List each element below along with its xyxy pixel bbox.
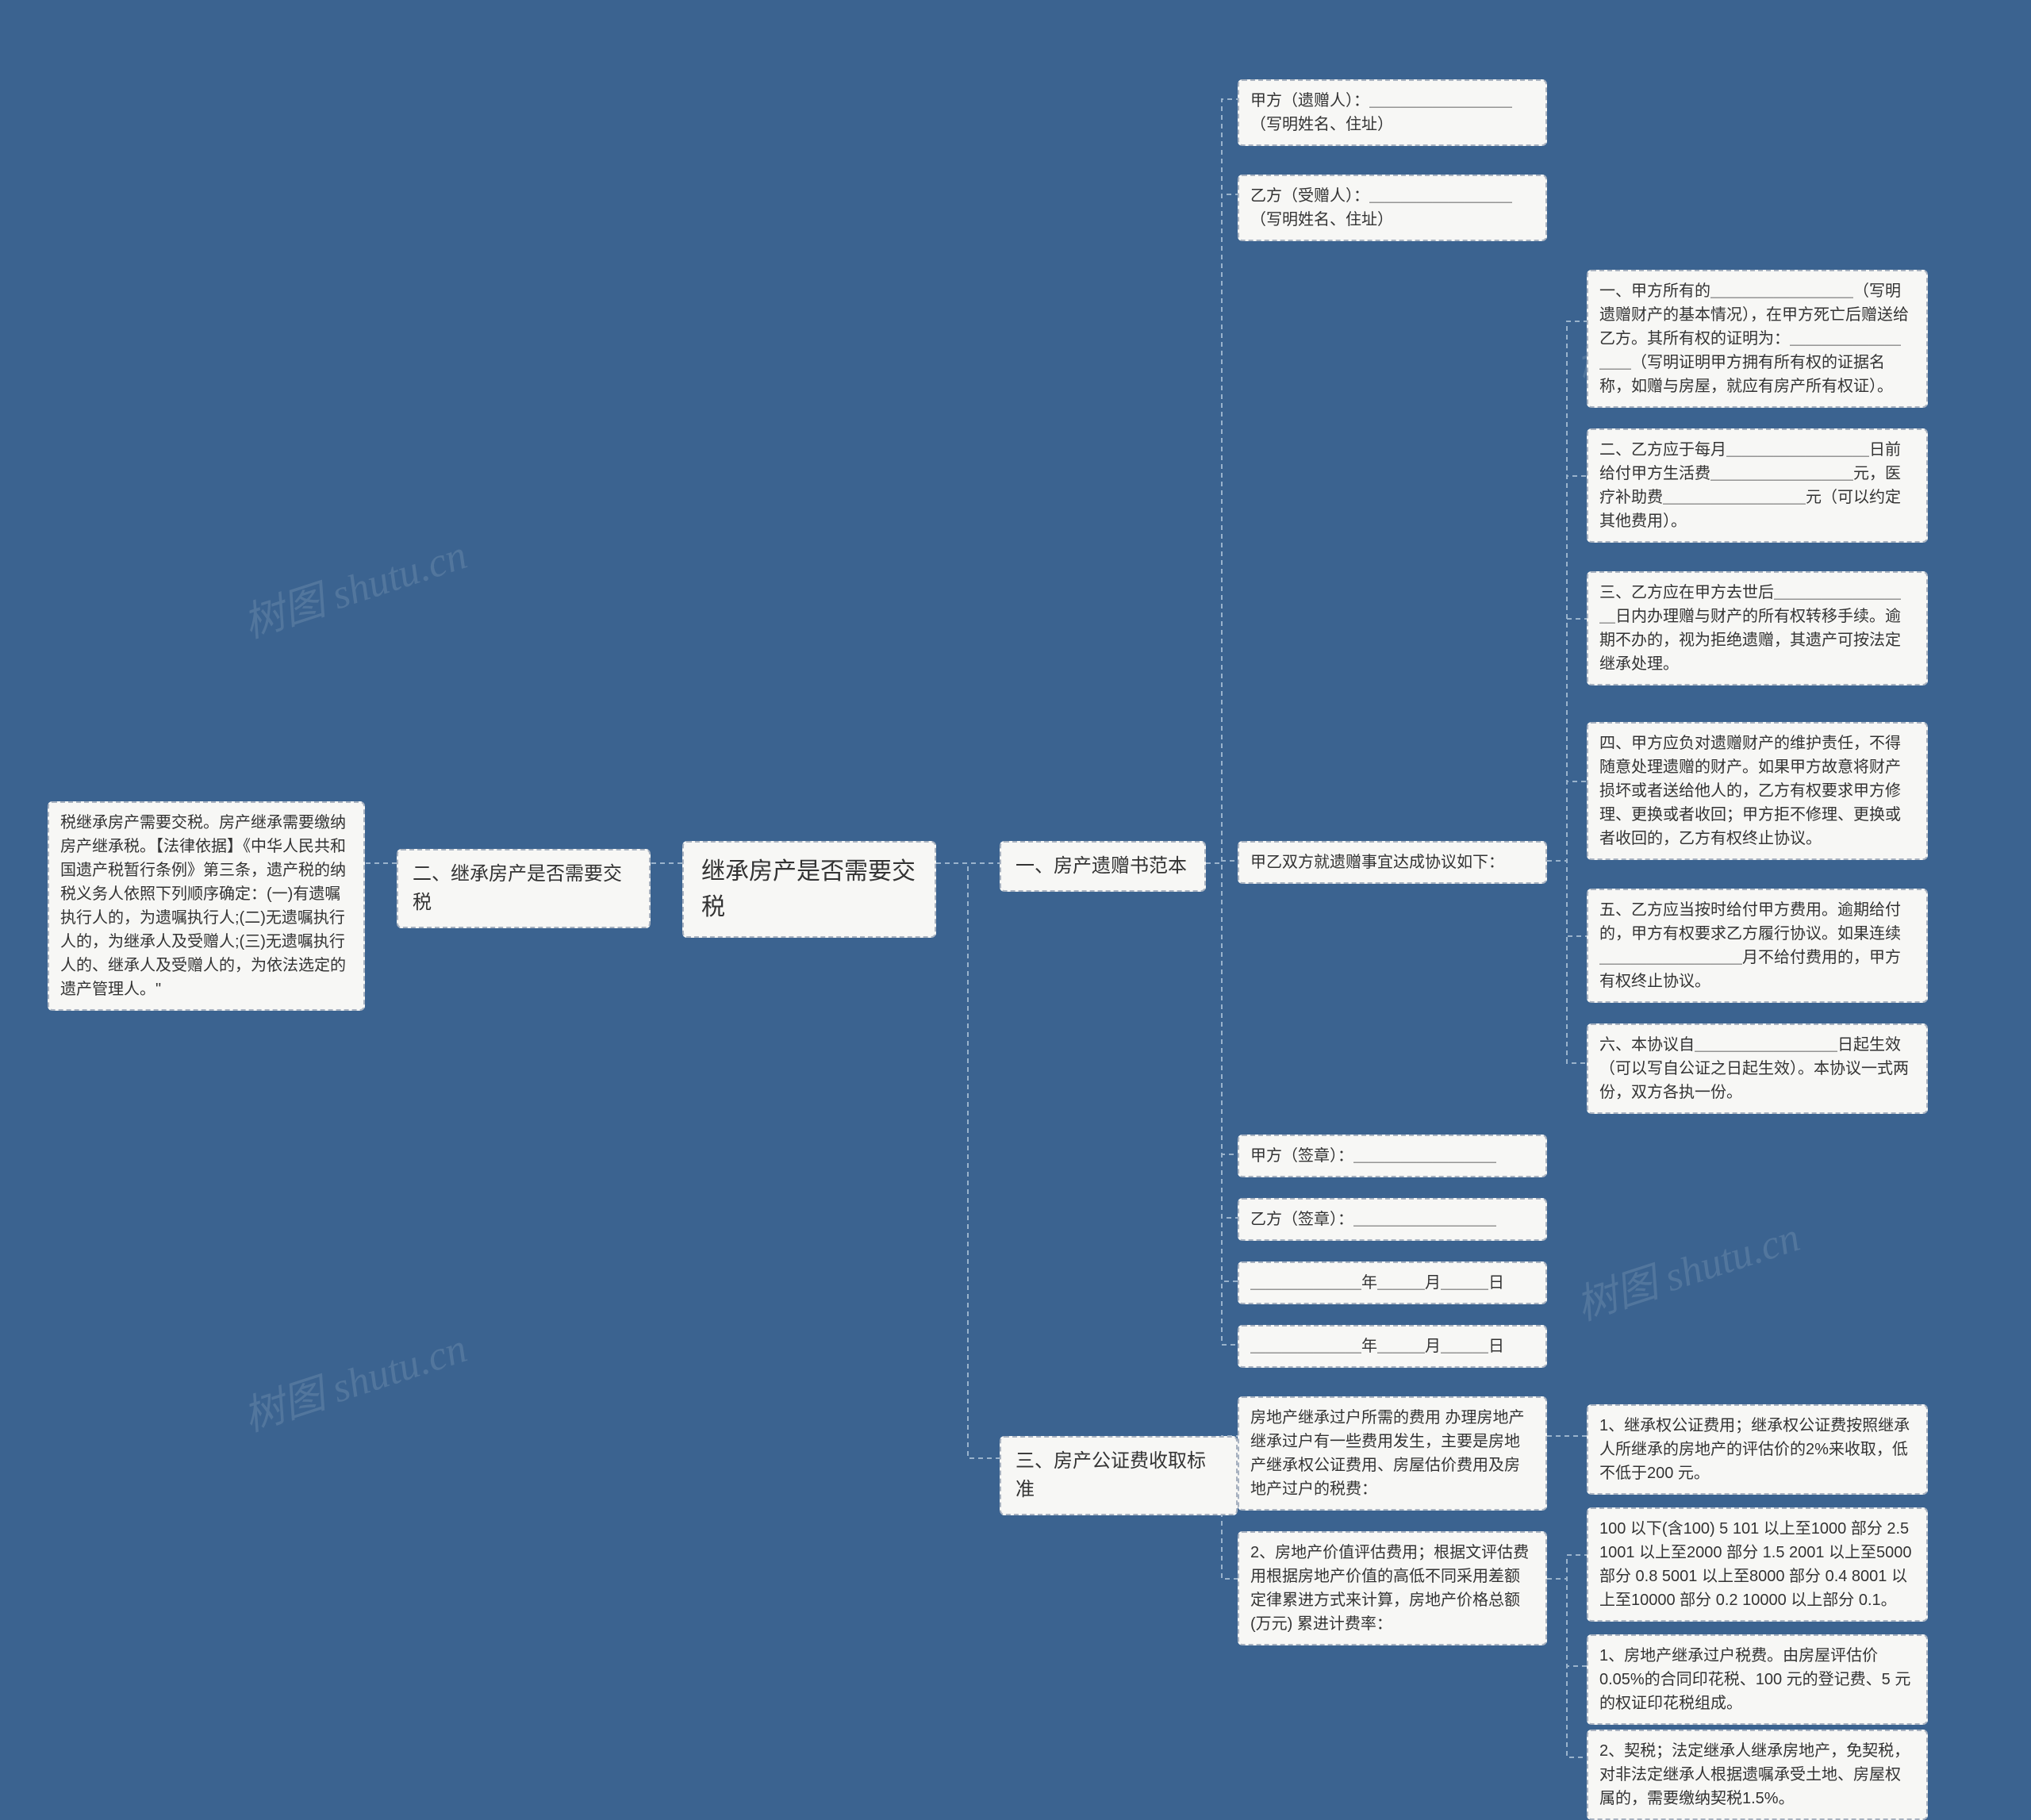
- watermark: 树图 shutu.cn: [1568, 1204, 1806, 1331]
- b3-item-b: 2、房地产价值评估费用；根据文评估费用根据房地产价值的高低不同采用差额定律累进方…: [1238, 1531, 1547, 1645]
- b1-item-c3: 三、乙方应在甲方去世后＿＿＿＿＿＿＿＿＿日内办理赠与财产的所有权转移手续。逾期不…: [1587, 571, 1928, 685]
- branch-1[interactable]: 一、房产遗赠书范本: [1000, 841, 1206, 892]
- b3-item-a1: 1、继承权公证费用；继承权公证费按照继承人所继承的房地产的评估价的2%来收取，低…: [1587, 1404, 1928, 1495]
- b3-item-b1: 100 以下(含100) 5 101 以上至1000 部分 2.5 1001 以…: [1587, 1507, 1928, 1622]
- b1-item-f: ＿＿＿＿＿＿＿年＿＿＿月＿＿＿日: [1238, 1261, 1547, 1304]
- b1-item-d: 甲方（签章）：＿＿＿＿＿＿＿＿＿: [1238, 1135, 1547, 1177]
- watermark: 树图 shutu.cn: [235, 521, 474, 649]
- b1-item-a: 甲方（遗赠人）：＿＿＿＿＿＿＿＿＿（写明姓名、住址）: [1238, 79, 1547, 146]
- b3-item-a: 房地产继承过户所需的费用 办理房地产继承过户有一些费用发生，主要是房地产继承权公…: [1238, 1396, 1547, 1511]
- b1-item-b: 乙方（受赠人）：＿＿＿＿＿＿＿＿＿（写明姓名、住址）: [1238, 175, 1547, 241]
- branch-2[interactable]: 二、继承房产是否需要交税: [397, 849, 651, 928]
- branch-3[interactable]: 三、房产公证费收取标准: [1000, 1436, 1238, 1515]
- b1-item-c1: 一、甲方所有的＿＿＿＿＿＿＿＿＿（写明遗赠财产的基本情况），在甲方死亡后赠送给乙…: [1587, 270, 1928, 408]
- b1-item-g: ＿＿＿＿＿＿＿年＿＿＿月＿＿＿日: [1238, 1325, 1547, 1368]
- b1-item-c6: 六、本协议自＿＿＿＿＿＿＿＿＿日起生效（可以写自公证之日起生效）。本协议一式两份…: [1587, 1023, 1928, 1114]
- b3-item-b2: 1、房地产继承过户税费。由房屋评估价0.05%的合同印花税、100 元的登记费、…: [1587, 1634, 1928, 1725]
- b1-item-c4: 四、甲方应负对遗赠财产的维护责任，不得随意处理遗赠的财产。如果甲方故意将财产损坏…: [1587, 722, 1928, 860]
- b1-item-e: 乙方（签章）：＿＿＿＿＿＿＿＿＿: [1238, 1198, 1547, 1241]
- branch-2-detail: 税继承房产需要交税。房产继承需要缴纳房产继承税。【法律依据】《中华人民共和国遗产…: [48, 801, 365, 1011]
- b3-item-b3: 2、契税；法定继承人继承房地产，免契税，对非法定继承人根据遗嘱承受土地、房屋权属…: [1587, 1730, 1928, 1820]
- b1-item-c: 甲乙双方就遗赠事宜达成协议如下：: [1238, 841, 1547, 884]
- watermark: 树图 shutu.cn: [235, 1315, 474, 1442]
- b1-item-c5: 五、乙方应当按时给付甲方费用。逾期给付的，甲方有权要求乙方履行协议。如果连续＿＿…: [1587, 889, 1928, 1003]
- root-node[interactable]: 继承房产是否需要交税: [682, 841, 936, 938]
- b1-item-c2: 二、乙方应于每月＿＿＿＿＿＿＿＿＿日前给付甲方生活费＿＿＿＿＿＿＿＿＿元，医疗补…: [1587, 428, 1928, 543]
